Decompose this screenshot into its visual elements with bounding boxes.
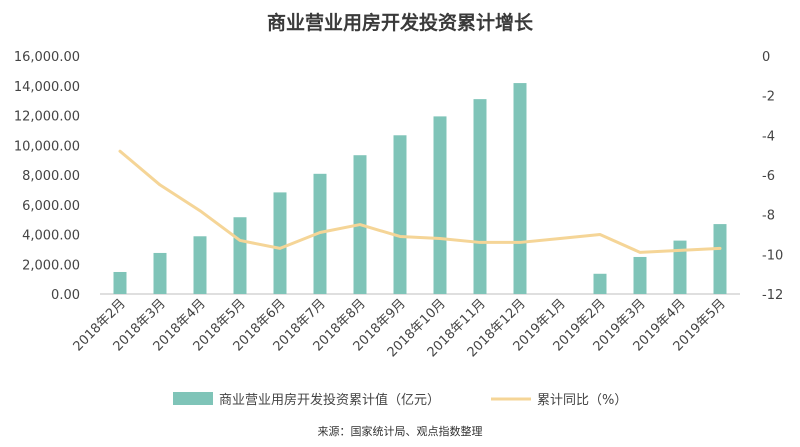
series-line: [118, 149, 722, 254]
bar: [113, 271, 127, 294]
source-note: 来源：国家统计局、观点指数整理: [317, 425, 483, 438]
bar: [273, 192, 287, 294]
legend-label-line: 累计同比（%）: [537, 393, 627, 408]
y-left-tick-label: 0.00: [51, 288, 80, 303]
y-right-tick-label: -2: [762, 90, 775, 105]
y-left-tick-label: 6,000.00: [22, 199, 80, 214]
bar: [153, 252, 167, 294]
legend-swatch-bar: [173, 392, 213, 405]
y-left-tick-label: 8,000.00: [22, 169, 80, 184]
legend-label-bar: 商业营业用房开发投资累计值（亿元）: [219, 392, 440, 408]
bar: [473, 99, 487, 294]
bar: [393, 135, 407, 294]
y-left-tick-label: 4,000.00: [22, 229, 80, 244]
y-right-tick-label: -6: [762, 169, 775, 184]
bar: [633, 256, 647, 294]
bar: [673, 240, 687, 294]
y-right-tick-label: -10: [762, 248, 783, 263]
y-left-tick-label: 10,000.00: [14, 139, 80, 154]
bar: [233, 217, 247, 294]
bar: [193, 236, 207, 294]
bar: [433, 116, 447, 294]
y-left-tick-label: 2,000.00: [22, 258, 80, 273]
bar: [593, 273, 607, 294]
chart-title: 商业营业用房开发投资累计增长: [266, 12, 533, 34]
bar: [513, 83, 527, 294]
y-right-tick-label: -12: [762, 288, 783, 303]
y-right-tick-label: 0: [762, 50, 770, 65]
bar: [713, 224, 727, 294]
y-left-tick-label: 12,000.00: [14, 110, 80, 125]
y-left-tick-label: 14,000.00: [14, 80, 80, 95]
y-left-tick-label: 16,000.00: [14, 50, 80, 65]
y-right-tick-label: -4: [762, 129, 775, 144]
y-right-tick-label: -8: [762, 209, 775, 224]
